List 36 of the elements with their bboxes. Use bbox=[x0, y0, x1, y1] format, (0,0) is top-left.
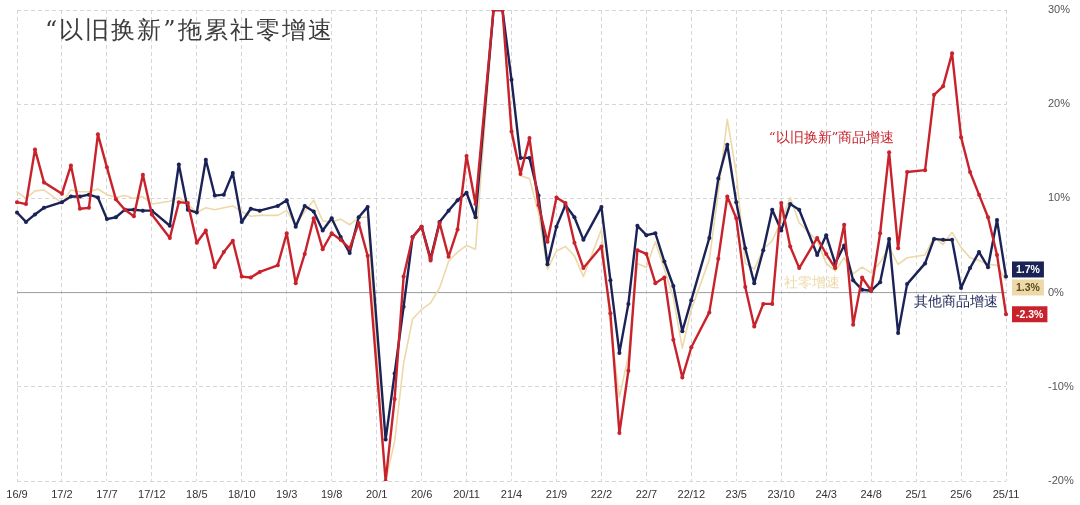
chart-title: “以旧换新”拖累社零增速 bbox=[45, 15, 334, 46]
series-label: 社零增速 bbox=[784, 273, 841, 290]
x-tick-label: 22/2 bbox=[590, 487, 613, 500]
x-tick-label: 18/10 bbox=[228, 487, 256, 500]
x-tick-label: 22/7 bbox=[635, 487, 658, 500]
series-label: 其他商品增速 bbox=[914, 293, 999, 310]
x-tick-label: 17/2 bbox=[51, 487, 73, 500]
data-label: 1.3% bbox=[1016, 280, 1041, 293]
y-tick-label: 20% bbox=[1048, 97, 1071, 110]
x-tick-label: 20/6 bbox=[410, 487, 433, 500]
x-tick-label: 20/11 bbox=[453, 487, 480, 500]
x-tick-label: 21/4 bbox=[500, 487, 523, 500]
y-tick-label: 30% bbox=[1048, 3, 1071, 16]
data-label: -2.3% bbox=[1016, 307, 1045, 320]
x-tick-label: 21/9 bbox=[545, 487, 568, 500]
x-tick-label: 25/6 bbox=[950, 487, 972, 500]
y-tick-label: 10% bbox=[1048, 191, 1071, 204]
x-tick-label: 19/3 bbox=[276, 487, 298, 500]
x-tick-label: 18/5 bbox=[186, 487, 208, 500]
y-tick-label: -20% bbox=[1048, 474, 1074, 487]
x-tick-label: 23/10 bbox=[767, 487, 795, 500]
x-tick-label: 17/12 bbox=[138, 487, 166, 500]
x-tick-label: 20/1 bbox=[365, 487, 388, 500]
series-label: “以旧换新”商品增速 bbox=[768, 128, 895, 145]
x-tick-label: 25/1 bbox=[905, 487, 927, 500]
x-tick-label: 23/5 bbox=[725, 487, 747, 500]
x-tick-label: 25/11 bbox=[992, 487, 1020, 500]
y-tick-label: 0% bbox=[1048, 285, 1065, 298]
data-label: 1.7% bbox=[1016, 262, 1041, 275]
x-tick-label: 22/12 bbox=[677, 487, 706, 500]
x-tick-label: 24/8 bbox=[860, 487, 882, 500]
x-tick-label: 16/9 bbox=[6, 487, 28, 500]
x-tick-label: 17/7 bbox=[96, 487, 118, 500]
x-tick-label: 19/8 bbox=[320, 487, 343, 500]
y-tick-label: -10% bbox=[1048, 379, 1074, 392]
x-tick-label: 24/3 bbox=[815, 487, 837, 500]
